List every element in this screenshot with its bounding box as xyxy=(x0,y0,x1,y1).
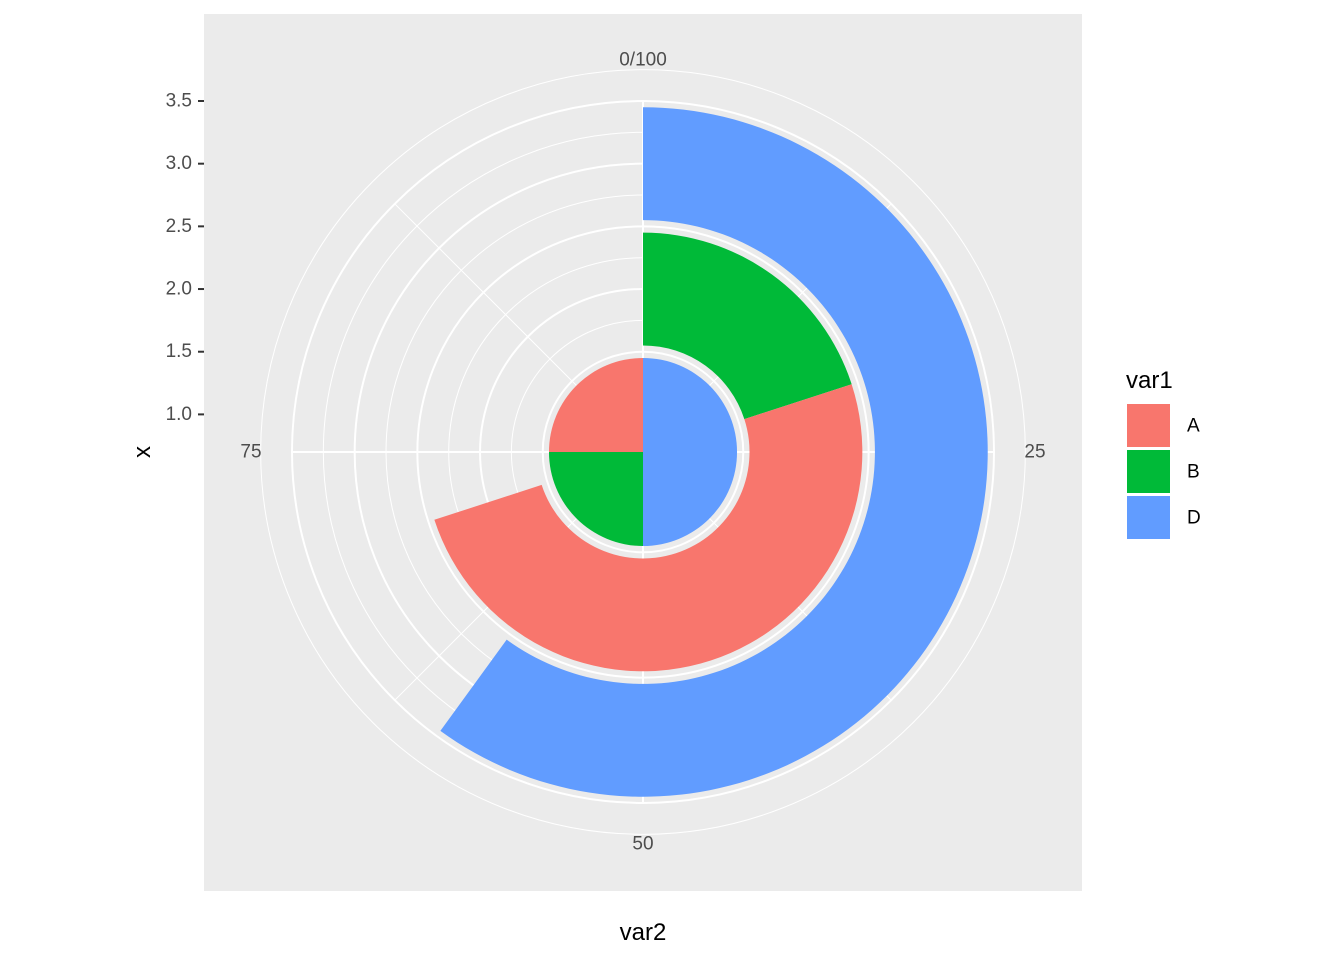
radial-tick-label: 2.5 xyxy=(166,216,192,237)
bar-segment-D-x3 xyxy=(440,107,988,797)
radial-tick-label: 1.5 xyxy=(166,341,192,362)
bar-segment-B-x2 xyxy=(643,232,852,420)
angular-tick-label: 0/100 xyxy=(619,50,667,71)
legend-label-A: A xyxy=(1187,416,1200,437)
radial-tick-label: 2.0 xyxy=(166,279,192,300)
radial-axis: 1.0 1.5 2.0 2.5 3.0 3.5 xyxy=(166,91,204,425)
legend: var1 A B D xyxy=(1126,367,1201,539)
bar-segment-A-x1 xyxy=(548,357,643,452)
legend-key-D xyxy=(1127,496,1170,539)
bars-layer xyxy=(434,107,988,797)
legend-key-B xyxy=(1127,450,1170,493)
angular-tick-label: 50 xyxy=(632,834,653,855)
angular-tick-label: 75 xyxy=(240,442,261,463)
x-axis-title: var2 xyxy=(620,919,667,946)
legend-label-B: B xyxy=(1187,462,1200,483)
legend-title: var1 xyxy=(1126,367,1173,394)
legend-label-D: D xyxy=(1187,508,1201,529)
radial-tick-label: 3.0 xyxy=(166,153,192,174)
bar-segment-A-x2 xyxy=(434,384,863,672)
y-axis-title: x xyxy=(129,446,156,458)
angular-tick-label: 25 xyxy=(1024,442,1045,463)
legend-key-A xyxy=(1127,404,1170,447)
bar-segment-D-x1 xyxy=(643,357,738,547)
radial-tick-label: 1.0 xyxy=(166,404,192,425)
radial-tick-label: 3.5 xyxy=(166,91,192,112)
angular-tick-labels: 0/100 25 50 75 xyxy=(240,50,1045,855)
grid-circle-minor xyxy=(260,69,1026,835)
bar-segment-B-x1 xyxy=(548,452,643,547)
